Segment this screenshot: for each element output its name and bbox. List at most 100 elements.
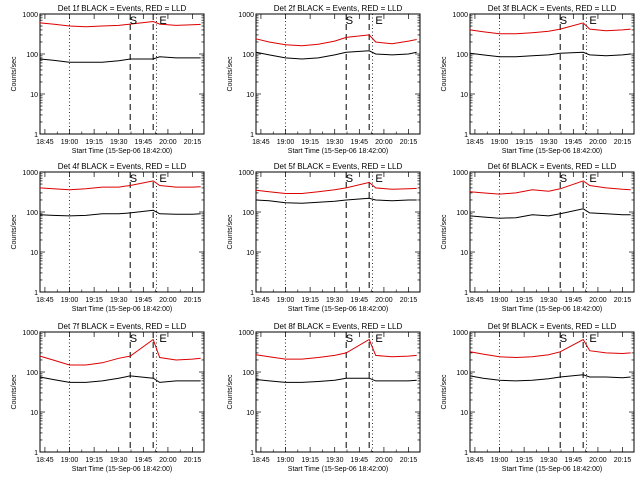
x-axis-label: Start Time (15-Sep-06 18:42:00) (288, 466, 388, 473)
x-tick-label: 20:15 (184, 139, 202, 146)
x-tick-label: 19:15 (301, 139, 319, 146)
marker-e-label: E (375, 173, 382, 185)
y-tick-label: 1 (464, 450, 468, 457)
y-tick-label: 1000 (452, 12, 468, 19)
y-tick-label: 10 (460, 250, 468, 257)
y-axis-label: Counts/sec (227, 56, 234, 92)
x-tick-label: 20:00 (375, 457, 393, 464)
x-tick-label: 20:00 (159, 457, 177, 464)
marker-e-label: E (159, 15, 166, 27)
x-tick-label: 19:30 (110, 297, 128, 304)
chart-panel-4: Det 4f BLACK = Events, RED = LLD 1 10 100 10… (11, 162, 205, 313)
chart-title: Det 2f BLACK = Events, RED = LLD (274, 4, 403, 13)
y-tick-label: 1 (250, 290, 254, 297)
plot-frame (39, 13, 205, 135)
y-tick-label: 1 (250, 450, 254, 457)
x-tick-label: 19:30 (540, 297, 558, 304)
plot-frame (255, 331, 421, 453)
x-tick-label: 20:00 (159, 139, 177, 146)
x-tick-label: 19:00 (277, 457, 295, 464)
y-tick-label: 100 (26, 370, 38, 377)
marker-s-label: S (130, 15, 137, 27)
x-tick-label: 19:15 (301, 297, 319, 304)
events-series-line (39, 375, 201, 383)
y-axis-label: Counts/sec (227, 374, 234, 410)
x-tick-label: 20:15 (614, 139, 632, 146)
x-axis-label: Start Time (15-Sep-06 18:42:00) (288, 148, 388, 155)
x-tick-label: 19:30 (326, 297, 344, 304)
x-tick-label: 19:45 (351, 457, 369, 464)
x-tick-label: 19:15 (85, 457, 103, 464)
marker-s-label: S (130, 333, 137, 345)
marker-s-label: S (560, 15, 567, 27)
y-tick-label: 1 (34, 290, 38, 297)
lld-series-line (39, 20, 201, 28)
x-tick-label: 19:00 (61, 457, 79, 464)
y-tick-label: 100 (456, 52, 468, 59)
x-tick-label: 19:30 (540, 457, 558, 464)
x-tick-label: 20:00 (159, 297, 177, 304)
x-axis-label: Start Time (15-Sep-06 18:42:00) (288, 306, 388, 313)
y-tick-label: 1000 (452, 330, 468, 337)
x-tick-label: 19:45 (565, 457, 583, 464)
plot-frame (255, 13, 421, 135)
marker-s-label: S (560, 173, 567, 185)
x-tick-label: 18:45 (252, 297, 270, 304)
y-tick-label: 10 (30, 410, 38, 417)
y-tick-label: 1 (34, 450, 38, 457)
y-tick-label: 100 (242, 370, 254, 377)
x-tick-label: 18:45 (36, 139, 54, 146)
x-tick-label: 20:15 (614, 297, 632, 304)
y-tick-label: 10 (246, 410, 254, 417)
events-series-line (469, 51, 631, 58)
y-tick-label: 10 (460, 410, 468, 417)
chart-title: Det 4f BLACK = Events, RED = LLD (58, 162, 187, 171)
y-tick-label: 1000 (238, 330, 254, 337)
x-tick-label: 19:15 (85, 297, 103, 304)
x-tick-label: 19:30 (326, 139, 344, 146)
x-tick-label: 18:45 (36, 457, 54, 464)
y-tick-label: 10 (30, 92, 38, 99)
plot-frame (469, 331, 635, 453)
x-tick-label: 19:45 (351, 297, 369, 304)
events-series-line (255, 197, 417, 204)
y-axis-label: Counts/sec (227, 214, 234, 250)
marker-e-label: E (589, 333, 596, 345)
x-tick-label: 19:15 (515, 457, 533, 464)
y-axis-label: Counts/sec (11, 374, 18, 410)
chart-panel-6: Det 6f BLACK = Events, RED = LLD 1 10 100 10… (441, 162, 635, 313)
x-tick-label: 19:45 (135, 457, 153, 464)
plot-frame (469, 171, 635, 293)
chart-panel-1: Det 1f BLACK = Events, RED = LLD 1 10 100 10… (11, 4, 205, 155)
marker-s-label: S (346, 15, 353, 27)
y-axis-label: Counts/sec (441, 56, 448, 92)
y-tick-label: 10 (246, 250, 254, 257)
marker-e-label: E (375, 333, 382, 345)
marker-e-label: E (159, 333, 166, 345)
x-tick-label: 19:00 (61, 139, 79, 146)
x-axis-label: Start Time (15-Sep-06 18:42:00) (72, 148, 172, 155)
y-tick-label: 100 (456, 370, 468, 377)
events-series-line (469, 374, 631, 382)
y-axis-label: Counts/sec (441, 374, 448, 410)
lld-series-line (469, 22, 631, 35)
x-tick-label: 20:00 (375, 297, 393, 304)
x-tick-label: 19:30 (110, 139, 128, 146)
lld-series-line (255, 338, 417, 360)
plot-frame (39, 331, 205, 453)
chart-title: Det 7f BLACK = Events, RED = LLD (58, 322, 187, 331)
x-tick-label: 19:15 (515, 297, 533, 304)
x-axis-label: Start Time (15-Sep-06 18:42:00) (502, 466, 602, 473)
lld-series-line (255, 34, 417, 47)
x-tick-label: 18:45 (466, 139, 484, 146)
x-tick-label: 19:45 (135, 139, 153, 146)
marker-e-label: E (589, 173, 596, 185)
x-tick-label: 19:00 (61, 297, 79, 304)
marker-s-label: S (346, 173, 353, 185)
plot-frame (469, 13, 635, 135)
x-tick-label: 19:15 (301, 457, 319, 464)
x-tick-label: 20:15 (400, 457, 418, 464)
x-tick-label: 18:45 (466, 457, 484, 464)
x-tick-label: 18:45 (36, 297, 54, 304)
x-tick-label: 19:30 (326, 457, 344, 464)
